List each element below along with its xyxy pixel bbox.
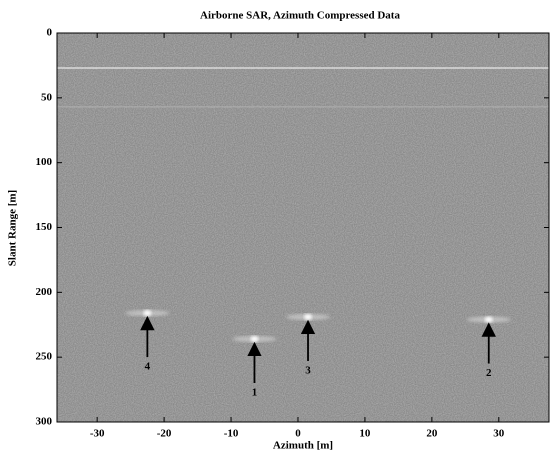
annotation-label: 4: [145, 361, 151, 373]
y-tick-label: 150: [36, 221, 53, 233]
y-tick-label: 50: [41, 91, 53, 103]
y-tick-label: 200: [36, 286, 53, 298]
x-tick-label: -30: [90, 428, 105, 440]
y-axis-label: Slant Range [m]: [7, 190, 19, 266]
y-tick-label: 250: [36, 351, 53, 363]
x-tick-label: 10: [359, 428, 371, 440]
x-tick-label: -10: [224, 428, 239, 440]
x-tick-label: 0: [295, 428, 301, 440]
image-noise: [57, 33, 549, 422]
y-tick-label: 300: [36, 416, 53, 428]
x-tick-label: 20: [426, 428, 438, 440]
y-tick-label: 0: [47, 27, 53, 39]
annotation-label: 2: [486, 367, 492, 379]
x-axis-label: Azimuth [m]: [273, 440, 333, 452]
target-spot: [250, 336, 259, 343]
chart-title: Airborne SAR, Azimuth Compressed Data: [200, 10, 400, 22]
target-spot: [484, 316, 493, 323]
annotation-label: 3: [305, 365, 311, 377]
x-tick-label: -20: [157, 428, 172, 440]
annotation-label: 1: [252, 387, 258, 399]
y-tick-label: 100: [36, 156, 53, 168]
x-tick-label: 30: [493, 428, 505, 440]
target-spot: [143, 310, 152, 317]
target-spot: [304, 313, 313, 320]
